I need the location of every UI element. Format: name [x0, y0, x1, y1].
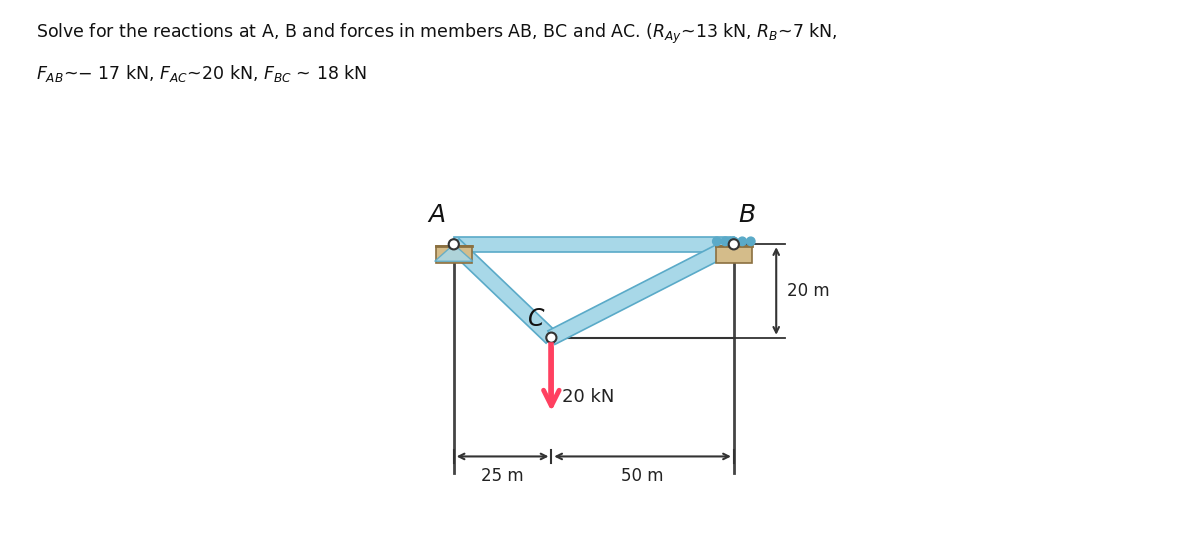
Polygon shape: [715, 246, 752, 263]
Text: Solve for the reactions at A, B and forces in members AB, BC and AC. ($R_{Ay}$~1: Solve for the reactions at A, B and forc…: [36, 22, 838, 46]
Text: 20 kN: 20 kN: [562, 388, 614, 406]
Circle shape: [730, 237, 738, 246]
Polygon shape: [548, 237, 737, 344]
Polygon shape: [454, 237, 733, 252]
Polygon shape: [434, 244, 473, 261]
Circle shape: [738, 237, 746, 246]
Text: B: B: [738, 203, 755, 228]
Circle shape: [721, 237, 730, 246]
Circle shape: [546, 333, 557, 343]
Text: A: A: [428, 203, 445, 228]
Text: $F_{AB}$~$-$ 17 kN, $F_{AC}$~20 kN, $F_{BC}$ ~ 18 kN: $F_{AB}$~$-$ 17 kN, $F_{AC}$~20 kN, $F_{…: [36, 63, 367, 84]
Circle shape: [746, 237, 755, 246]
Circle shape: [713, 237, 721, 246]
Circle shape: [449, 239, 458, 250]
Text: 50 m: 50 m: [622, 467, 664, 485]
Text: 20 m: 20 m: [787, 282, 829, 300]
Text: 25 m: 25 m: [481, 467, 524, 485]
Polygon shape: [449, 239, 557, 343]
Text: C: C: [528, 307, 545, 331]
Circle shape: [728, 239, 739, 250]
Polygon shape: [436, 246, 472, 263]
